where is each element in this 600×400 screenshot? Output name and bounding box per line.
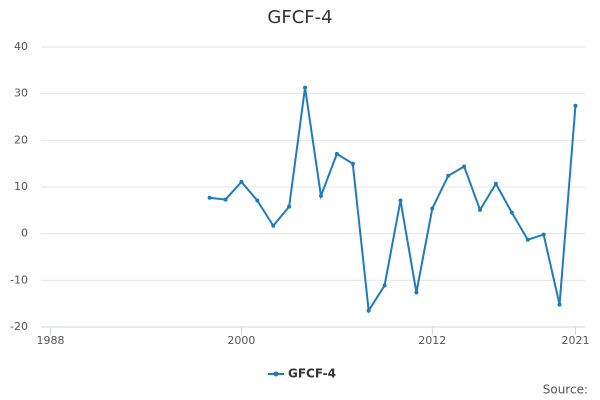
data-point xyxy=(462,164,467,169)
data-point xyxy=(366,308,371,313)
data-point xyxy=(271,223,276,228)
x-tick-label: 1988 xyxy=(37,334,65,347)
data-point xyxy=(223,197,228,202)
legend-marker xyxy=(273,371,279,377)
data-point xyxy=(382,283,387,288)
legend-label: GFCF-4 xyxy=(288,367,336,381)
y-tick-label: -10 xyxy=(10,273,28,286)
y-tick-label: -20 xyxy=(10,320,28,333)
data-point xyxy=(318,193,323,198)
x-tick-label: 2000 xyxy=(227,334,255,347)
data-point xyxy=(446,173,451,178)
data-point xyxy=(525,237,530,242)
chart-title: GFCF-4 xyxy=(267,7,332,28)
y-tick-label: 0 xyxy=(21,227,28,240)
data-point xyxy=(493,181,498,186)
data-point xyxy=(303,85,308,90)
data-point xyxy=(414,290,419,295)
data-point xyxy=(398,198,403,203)
data-point xyxy=(430,206,435,211)
data-point xyxy=(239,179,244,184)
data-point xyxy=(557,302,562,307)
x-tick-label: 2021 xyxy=(561,334,589,347)
y-tick-label: 40 xyxy=(14,40,28,53)
data-point xyxy=(350,161,355,166)
data-point xyxy=(334,151,339,156)
data-point xyxy=(255,198,260,203)
data-point xyxy=(509,210,514,215)
data-point xyxy=(478,207,483,212)
data-point xyxy=(541,232,546,237)
source-note: Source: xyxy=(543,383,588,397)
y-tick-label: 10 xyxy=(14,180,28,193)
data-point xyxy=(207,195,212,200)
y-tick-label: 30 xyxy=(14,87,28,100)
x-tick-label: 2012 xyxy=(418,334,446,347)
data-line xyxy=(209,87,577,314)
data-point xyxy=(573,103,578,108)
data-point xyxy=(287,204,292,209)
y-tick-label: 20 xyxy=(14,133,28,146)
